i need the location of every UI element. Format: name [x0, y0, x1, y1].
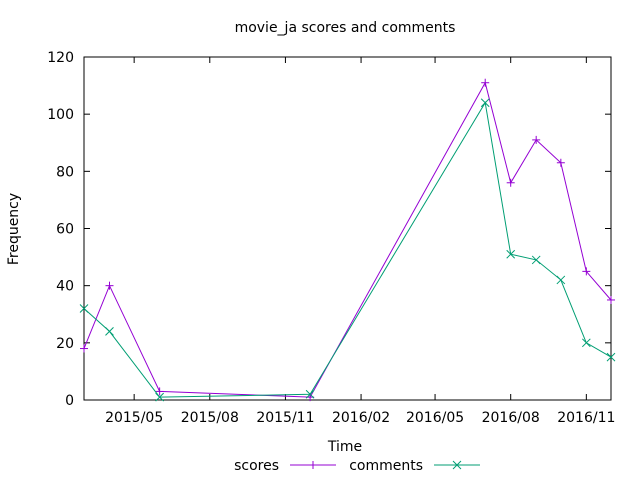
legend-label-comments: comments [349, 458, 423, 474]
x-tick-label: 2016/11 [557, 410, 615, 426]
x-tick-label: 2015/05 [105, 410, 163, 426]
data-point-comments [480, 98, 490, 108]
data-point-comments [581, 338, 591, 348]
chart-title: movie_ja scores and comments [235, 20, 456, 36]
axis-ticks [84, 56, 611, 401]
data-point-comments [105, 327, 114, 336]
x-tick-label: 2015/11 [256, 410, 314, 426]
series-group [79, 78, 616, 402]
x-tick-label: 2016/05 [406, 410, 464, 426]
x-tick-label: 2015/08 [181, 410, 239, 426]
plot-area-border [83, 56, 612, 401]
legend-marker-comments [452, 460, 462, 470]
data-point-comments [79, 304, 89, 313]
series-line-scores [83, 81, 612, 398]
data-point-comments [556, 275, 566, 285]
y-tick-label: 40 [56, 279, 74, 295]
y-tick-label: 60 [56, 222, 74, 238]
x-tick-labels: 2015/05 2015/08 2015/11 2016/02 2016/05 2016/… [105, 410, 615, 426]
y-tick-label: 120 [47, 50, 74, 66]
series-line-comments [83, 101, 612, 398]
y-tick-labels: 0 20 40 60 80 100 120 [47, 50, 74, 409]
y-tick-label: 0 [65, 393, 74, 409]
series-comments [79, 98, 616, 402]
y-tick-label: 80 [56, 164, 74, 180]
x-tick-label: 2016/08 [482, 410, 540, 426]
y-axis-label: Frequency [6, 193, 22, 265]
y-tick-label: 20 [56, 336, 74, 352]
series-scores [80, 78, 615, 402]
data-point-comments [155, 392, 164, 402]
y-tick-label: 100 [47, 107, 74, 123]
x-tick-label: 2016/02 [332, 410, 390, 426]
data-point-comments [305, 389, 315, 399]
data-point-comments [606, 352, 616, 362]
x-axis-label: Time [327, 439, 362, 455]
legend: scores comments [234, 458, 480, 474]
data-point-comments [506, 249, 516, 259]
data-point-comments [531, 255, 541, 265]
legend-label-scores: scores [234, 458, 279, 474]
